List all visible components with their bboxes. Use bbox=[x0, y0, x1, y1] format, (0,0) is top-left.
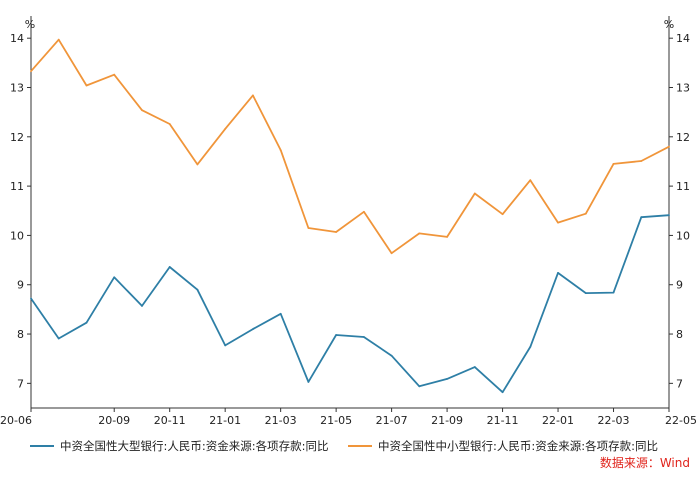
data-point bbox=[168, 123, 171, 125]
left-axis-unit: % bbox=[25, 18, 35, 31]
legend-label-large-banks: 中资全国性大型银行:人民币:资金来源:各项存款:同比 bbox=[60, 439, 329, 453]
data-point bbox=[584, 212, 587, 215]
data-point bbox=[30, 70, 32, 73]
data-point bbox=[113, 276, 116, 279]
left-y-tick-label: 12 bbox=[10, 131, 24, 144]
data-point bbox=[473, 366, 476, 368]
data-point bbox=[640, 216, 643, 219]
data-point bbox=[85, 321, 88, 324]
right-y-tick-label: 12 bbox=[676, 131, 690, 144]
data-point bbox=[196, 288, 199, 291]
data-point bbox=[612, 163, 615, 165]
data-point bbox=[196, 163, 199, 166]
data-point bbox=[584, 292, 587, 295]
data-point bbox=[141, 305, 143, 307]
left-y-tick-label: 11 bbox=[10, 180, 24, 193]
data-point bbox=[418, 385, 421, 388]
right-y-tick-label: 8 bbox=[676, 328, 683, 341]
data-point bbox=[113, 73, 116, 76]
data-point bbox=[446, 378, 448, 380]
data-point bbox=[557, 271, 559, 274]
left-y-tick-label: 10 bbox=[10, 229, 24, 242]
x-tick-label: 20-09 bbox=[98, 414, 130, 427]
x-tick-label: 22-01 bbox=[542, 414, 574, 427]
data-point bbox=[362, 210, 365, 213]
data-point bbox=[307, 227, 310, 229]
right-y-tick-label: 9 bbox=[676, 279, 683, 292]
data-point bbox=[390, 252, 393, 255]
data-point bbox=[529, 345, 532, 348]
data-point bbox=[640, 160, 643, 162]
data-point bbox=[362, 336, 365, 338]
data-point bbox=[307, 380, 310, 383]
data-point bbox=[141, 109, 143, 112]
data-point bbox=[473, 192, 476, 195]
left-y-tick-label: 8 bbox=[17, 328, 24, 341]
x-tick-label: 20-11 bbox=[154, 414, 186, 427]
x-tick-label: 21-09 bbox=[431, 414, 463, 427]
data-point bbox=[30, 297, 32, 300]
data-point bbox=[612, 291, 615, 294]
data-point bbox=[501, 213, 504, 216]
data-point bbox=[446, 236, 448, 238]
data-source-note: 数据来源：Wind bbox=[600, 455, 690, 470]
data-point bbox=[335, 231, 338, 233]
data-point bbox=[668, 145, 670, 148]
data-point bbox=[418, 232, 421, 235]
x-tick-label: 21-11 bbox=[487, 414, 519, 427]
x-tick-label: 21-07 bbox=[376, 414, 408, 427]
x-tick-label: 21-05 bbox=[320, 414, 352, 427]
data-point bbox=[224, 344, 227, 347]
left-y-tick-label: 7 bbox=[17, 377, 24, 390]
series-lines bbox=[30, 38, 670, 394]
right-y-tick-label: 13 bbox=[676, 81, 690, 94]
data-point bbox=[279, 149, 282, 152]
legend-label-small-medium-banks: 中资全国性中小型银行:人民币:资金来源:各项存款:同比 bbox=[378, 439, 658, 453]
x-tick-label: 20-06 bbox=[0, 414, 32, 427]
data-point bbox=[529, 179, 532, 182]
data-point bbox=[252, 328, 254, 331]
data-point bbox=[252, 94, 254, 97]
axes: 7 7 8 8 9 9 10 10 11 11 12 12 13 13 14 14 20-06 20-09 20-1… bbox=[0, 16, 697, 427]
data-point bbox=[279, 312, 282, 315]
right-y-tick-label: 10 bbox=[676, 229, 690, 242]
x-tick-label: 22-03 bbox=[598, 414, 630, 427]
data-point bbox=[390, 354, 393, 357]
left-y-tick-label: 9 bbox=[17, 279, 24, 292]
data-point bbox=[335, 334, 338, 336]
data-point bbox=[557, 221, 559, 224]
data-point bbox=[57, 38, 60, 41]
x-tick-label: 21-01 bbox=[209, 414, 241, 427]
right-y-tick-label: 11 bbox=[676, 180, 690, 193]
series-line-small-medium-banks bbox=[30, 38, 670, 255]
x-tick-label: 21-03 bbox=[265, 414, 297, 427]
right-y-tick-label: 14 bbox=[676, 32, 690, 45]
data-point bbox=[85, 84, 88, 87]
left-y-tick-label: 13 bbox=[10, 81, 24, 94]
series-line-large-banks bbox=[30, 214, 670, 394]
left-y-tick-label: 14 bbox=[10, 32, 24, 45]
x-tick-label: 22-05 bbox=[665, 414, 697, 427]
right-y-tick-label: 7 bbox=[676, 377, 683, 390]
legend: 中资全国性大型银行:人民币:资金来源:各项存款:同比 中资全国性中小型银行:人民… bbox=[30, 439, 658, 453]
data-point bbox=[501, 391, 504, 394]
data-point bbox=[224, 128, 227, 130]
data-point bbox=[57, 337, 60, 340]
data-point bbox=[668, 214, 670, 217]
data-point bbox=[168, 266, 171, 268]
